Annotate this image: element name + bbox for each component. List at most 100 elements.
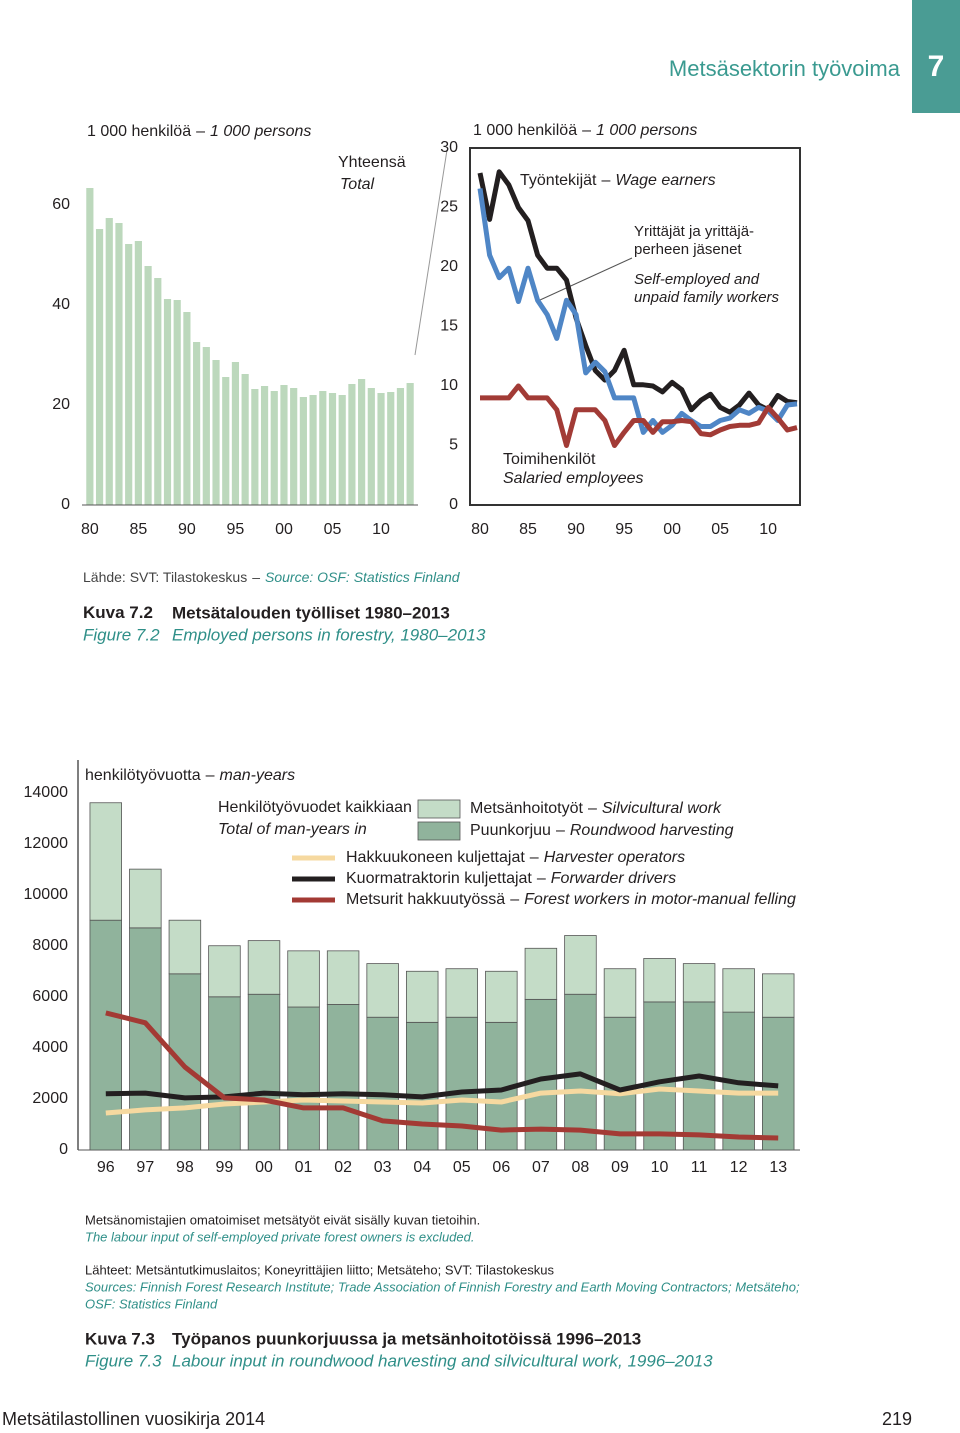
x-tick-label: 98 [176, 1159, 194, 1176]
legend-label-part: Roundwood harvesting [570, 822, 734, 839]
legend-label: Kuormatraktorin kuljettajat – Forwarder dr… [346, 870, 676, 887]
legend-label-part: Metsurit hakkuutyössä [346, 891, 505, 908]
y-tick-label: 40 [52, 296, 70, 313]
plot-frame [469, 147, 801, 506]
bar [377, 393, 385, 505]
line-series [480, 383, 798, 448]
page-title: Metsäsektorin työvoima [669, 56, 901, 81]
caption-fi-title: Työpanos puunkorjuussa ja metsänhoitotöi… [172, 1329, 641, 1348]
x-tick-label: 95 [227, 521, 245, 538]
y-axis-title-part: 1 000 henkilöä [473, 122, 577, 139]
bar-segment [445, 968, 479, 1018]
bar-segment [682, 963, 716, 1003]
bar-segment [643, 1001, 676, 1151]
bar [193, 342, 201, 505]
x-tick-label: 10 [372, 521, 390, 538]
x-tick-label: 04 [413, 1159, 431, 1176]
scale-connector [414, 149, 448, 356]
x-tick-label: 08 [572, 1159, 590, 1176]
sources: Sources: Finnish Forest Research Institu… [85, 1279, 800, 1294]
bar [86, 188, 94, 505]
bar-segment [287, 1006, 320, 1151]
chapter-tab [912, 0, 960, 113]
caption-en-title: Employed persons in forestry, 1980–2013 [172, 625, 486, 644]
bar [241, 374, 249, 505]
bar [183, 312, 191, 505]
bar-segment [366, 963, 399, 1018]
bar [154, 278, 162, 505]
leader-line [539, 257, 633, 301]
legend-label: Metsänhoitotyöt – Silvicultural work [470, 800, 722, 817]
x-tick-label: 02 [334, 1159, 352, 1176]
series-label: unpaid family workers [634, 289, 780, 306]
line-series [105, 1010, 779, 1141]
y-tick-label: 30 [440, 139, 458, 156]
x-tick-label: 90 [567, 521, 585, 538]
footer-page: 219 [882, 1409, 912, 1429]
legend-label-part: Silvicultural work [602, 800, 722, 817]
y-tick-label: 10 [440, 377, 458, 394]
y-axis-title: 1 000 henkilöä –1 000 persons [87, 123, 311, 140]
x-tick-label: 00 [255, 1159, 273, 1176]
annotation: Total [340, 176, 375, 193]
x-tick-label: 96 [97, 1159, 115, 1176]
bar-segment [405, 970, 439, 1023]
x-tick-label: 10 [759, 521, 777, 538]
legend-swatch [417, 821, 461, 841]
legend-label-part: – [588, 800, 597, 817]
source-part: – [252, 569, 260, 585]
y-axis-title-part: henkilötyövuotta [85, 767, 201, 784]
y-tick-label: 5 [449, 437, 458, 454]
bar [212, 360, 220, 505]
chapter-number: 7 [928, 50, 945, 83]
bar [105, 218, 113, 505]
y-axis-title-part: 1 000 henkilöä [87, 123, 191, 140]
line-series [477, 169, 798, 415]
line-series [105, 1086, 779, 1116]
y-tick-label: 14000 [24, 784, 69, 801]
x-tick-label: 10 [651, 1159, 669, 1176]
x-tick-label: 05 [453, 1159, 471, 1176]
x-tick-label: 11 [691, 1159, 708, 1176]
y-axis-title-part: – [196, 123, 205, 140]
annotation: Yhteensä [338, 154, 406, 171]
bar-segment [762, 973, 795, 1018]
bar-segment [89, 802, 123, 921]
bar-segment [89, 919, 123, 1151]
legend-label: Puunkorjuu – Roundwood harvesting [470, 822, 734, 839]
bar-segment [524, 998, 558, 1151]
bar [251, 389, 259, 505]
bar-segment [564, 935, 597, 995]
bar [319, 391, 327, 505]
y-tick-label: 6000 [32, 988, 68, 1005]
legend-label-part: Metsänhoitotyöt [470, 800, 584, 817]
legend-label-part: – [537, 870, 546, 887]
bar-segment [485, 970, 518, 1023]
x-tick-label: 85 [129, 521, 147, 538]
legend-label: Metsurit hakkuutyössä – Forest workers in … [346, 891, 796, 908]
line-series [477, 188, 798, 435]
y-axis-title: henkilötyövuotta – man-years [85, 767, 295, 784]
x-tick-label: 80 [471, 521, 489, 538]
source-part: Lähde: SVT: Tilastokeskus [83, 569, 247, 585]
legend-title: Total of man-years in [218, 821, 367, 838]
bar-segment [208, 945, 241, 998]
bar [406, 383, 414, 505]
bar-segment [405, 1021, 439, 1151]
caption-fi-part: Kuva 7.2 [83, 603, 153, 622]
bar [163, 299, 172, 505]
y-tick-label: 4000 [32, 1039, 68, 1056]
y-tick-label: 10000 [24, 886, 69, 903]
series-label: Yrittäjät ja yrittäjä- [634, 223, 754, 240]
y-tick-label: 2000 [32, 1090, 68, 1107]
y-tick-label: 0 [449, 496, 458, 513]
x-tick-label: 05 [324, 521, 342, 538]
legend-label-part: Hakkuukoneen kuljettajat [346, 849, 525, 866]
legend-label: Hakkuukoneen kuljettajat – Harvester opera… [346, 849, 685, 866]
bar [202, 347, 210, 505]
y-tick-label: 0 [61, 496, 70, 513]
caption-fi: Kuva 7.2 [83, 603, 153, 622]
y-tick-label: 20 [440, 258, 458, 275]
y-tick-label: 0 [59, 1141, 68, 1158]
